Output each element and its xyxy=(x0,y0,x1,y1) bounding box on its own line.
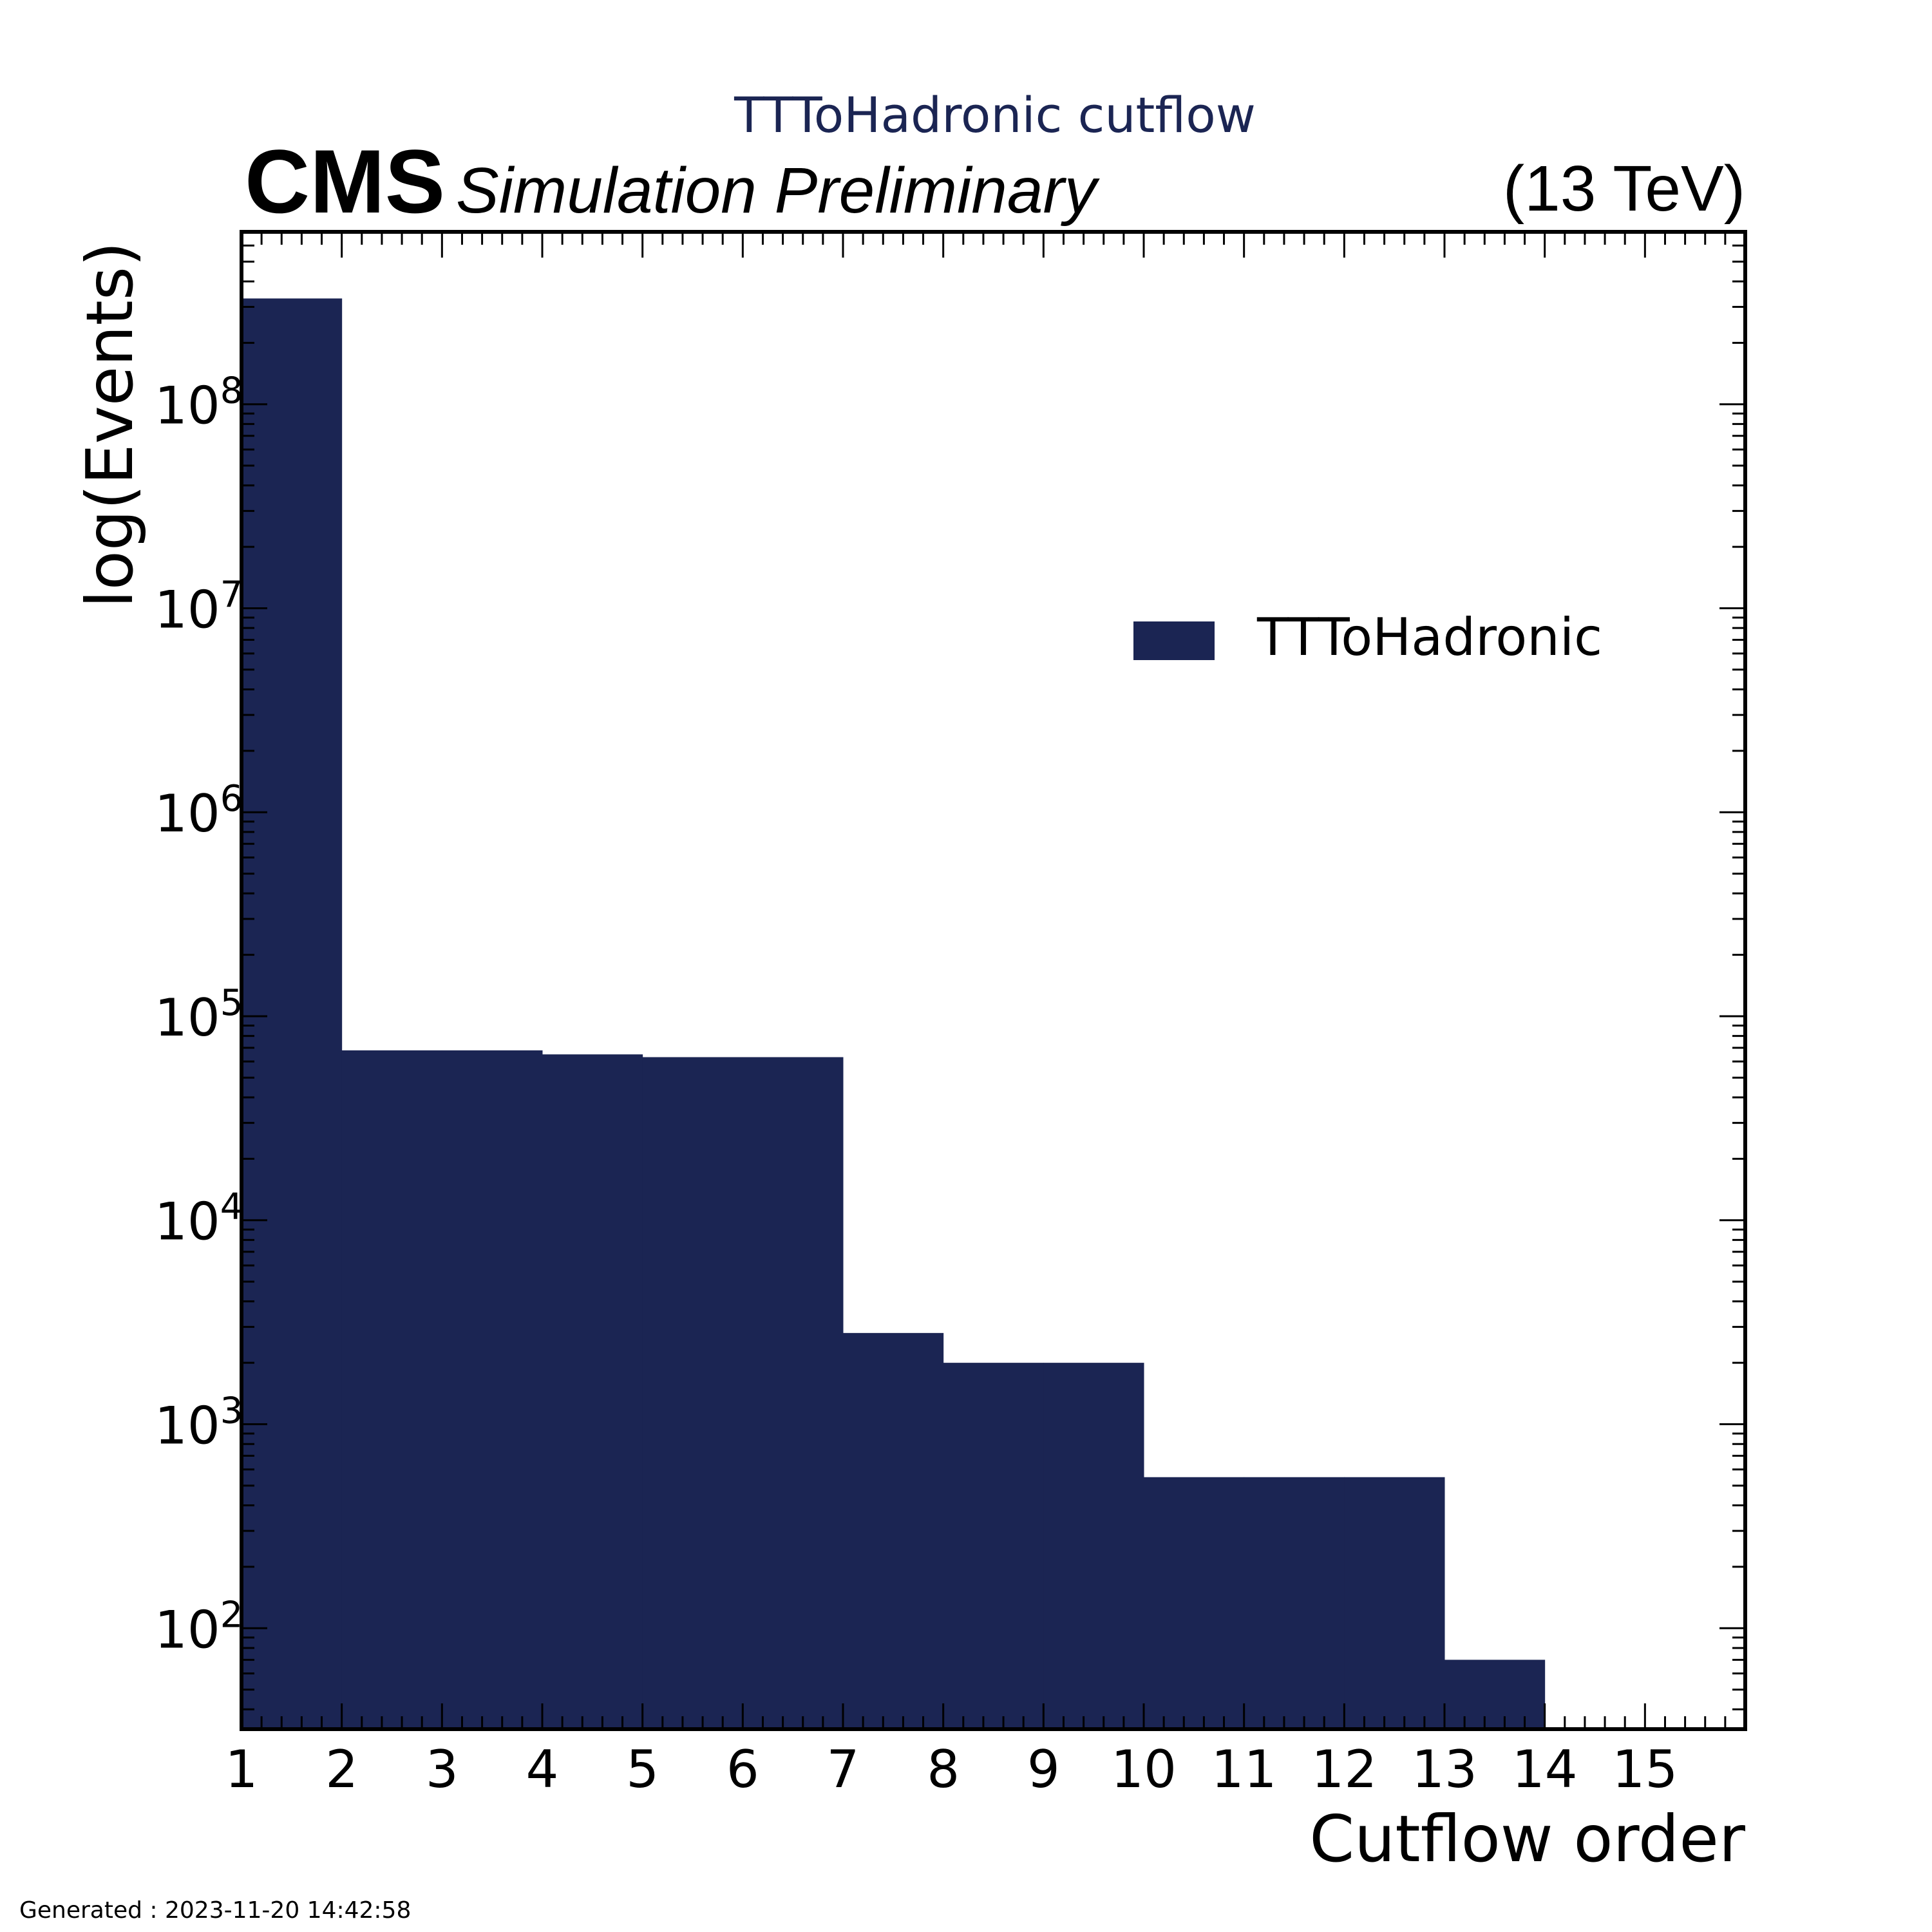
y-tick-label: 108 xyxy=(155,370,243,436)
bar-bin-13 xyxy=(1444,1660,1546,1729)
x-tick-label: 3 xyxy=(426,1739,459,1799)
y-axis-label: log(Events) xyxy=(72,242,147,608)
x-tick-label: 15 xyxy=(1612,1739,1678,1799)
x-tick-label: 1 xyxy=(225,1739,258,1799)
bar-series xyxy=(242,298,1546,1729)
plot-frame xyxy=(240,230,1747,1731)
y-tick-label: 107 xyxy=(155,574,243,639)
bar-bin-4 xyxy=(542,1054,643,1729)
status-label: Simulation Preliminary xyxy=(456,155,1101,227)
bar-bin-1 xyxy=(242,298,343,1729)
axis-ticks xyxy=(240,231,1747,1729)
y-tick-label: 104 xyxy=(155,1186,243,1252)
bar-bin-12 xyxy=(1344,1477,1445,1729)
x-tick-label: 6 xyxy=(726,1739,759,1799)
x-tick-label: 5 xyxy=(626,1739,659,1799)
y-tick-label: 106 xyxy=(155,778,243,844)
x-tick-label: 8 xyxy=(927,1739,960,1799)
y-tick-label: 105 xyxy=(155,982,243,1048)
x-tick-labels: 1 2 3 4 5 6 7 8 9 10 11 12 13 14 15 xyxy=(225,1739,1678,1799)
energy-label: (13 TeV) xyxy=(1503,153,1745,225)
generated-timestamp: Generated : 2023-11-20 14:42:58 xyxy=(19,1897,411,1924)
x-tick-label: 2 xyxy=(325,1739,358,1799)
x-tick-label: 7 xyxy=(827,1739,860,1799)
y-tick-labels: 102 103 104 105 106 107 108 xyxy=(155,370,243,1660)
x-tick-label: 11 xyxy=(1211,1739,1277,1799)
experiment-label: CMS xyxy=(245,131,445,232)
legend: TTToHadronic xyxy=(1133,607,1602,667)
x-tick-label: 14 xyxy=(1512,1739,1578,1799)
bar-bin-7 xyxy=(843,1332,944,1729)
x-tick-label: 10 xyxy=(1111,1739,1177,1799)
x-tick-label: 9 xyxy=(1027,1739,1060,1799)
x-axis-label: Cutflow order xyxy=(1309,1801,1746,1877)
x-tick-label: 4 xyxy=(526,1739,559,1799)
x-tick-label: 13 xyxy=(1412,1739,1477,1799)
bar-bin-5 xyxy=(642,1057,743,1729)
bar-bin-2 xyxy=(341,1050,442,1729)
bar-bin-3 xyxy=(442,1050,543,1729)
bar-bin-8 xyxy=(943,1363,1044,1729)
legend-swatch xyxy=(1133,621,1215,660)
y-tick-label: 102 xyxy=(155,1594,243,1660)
bar-bin-6 xyxy=(743,1057,844,1729)
bar-bin-9 xyxy=(1043,1363,1144,1729)
bar-bin-11 xyxy=(1244,1477,1345,1729)
x-tick-label: 12 xyxy=(1311,1739,1377,1799)
chart-title: TTToHadronic cutflow xyxy=(734,86,1256,144)
bar-bin-10 xyxy=(1144,1477,1245,1729)
y-tick-label: 103 xyxy=(155,1390,243,1455)
legend-label: TTToHadronic xyxy=(1256,607,1602,667)
